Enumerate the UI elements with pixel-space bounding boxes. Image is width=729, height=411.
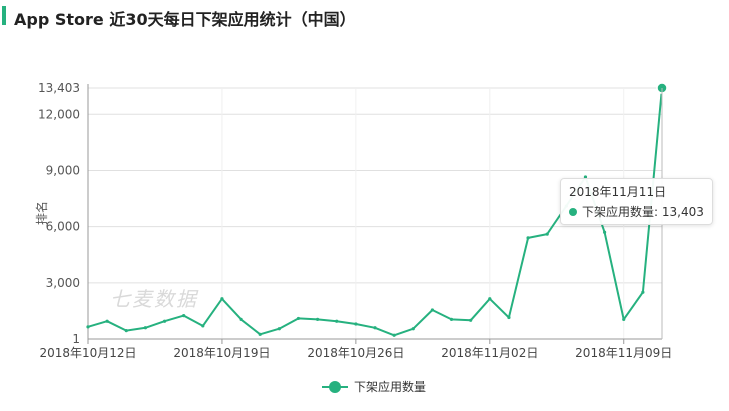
legend-series-swatch: [322, 380, 348, 393]
data-point: [277, 327, 281, 331]
data-point: [411, 327, 415, 331]
data-point: [622, 317, 626, 321]
tooltip-series-label: 下架应用数量: [582, 205, 655, 219]
line-chart[interactable]: 1 3,000 6,000 9,000 12,000 13,403 排名 2018年10月1…: [0, 30, 729, 407]
data-point: [335, 319, 339, 323]
data-point: [449, 317, 454, 321]
x-tick-label: 2018年10月12日: [39, 346, 136, 360]
y-axis: 1 3,000 6,000 9,000 12,000 13,403 排名: [34, 81, 89, 346]
tooltip-date: 2018年11月11日: [569, 185, 667, 199]
data-point: [124, 328, 128, 333]
y-tick-label: 3,000: [46, 276, 80, 290]
data-point: [316, 317, 320, 321]
y-tick-label: 1: [72, 332, 80, 346]
data-point: [641, 290, 645, 294]
watermark: 七麦数据: [110, 287, 198, 311]
chart-title: App Store 近30天每日下架应用统计（中国）: [14, 10, 356, 29]
data-point: [296, 316, 301, 321]
y-tick-label: 6,000: [46, 220, 80, 234]
x-tick-label: 2018年10月26日: [307, 346, 404, 360]
data-point: [354, 322, 358, 326]
y-tick-label: 9,000: [46, 163, 80, 177]
data-point: [220, 297, 224, 301]
data-point: [526, 236, 530, 240]
data-point: [143, 326, 147, 330]
tooltip-colon: :: [654, 204, 662, 219]
tooltip-series-dot: [569, 207, 577, 216]
data-point: [239, 317, 243, 321]
data-point: [182, 314, 186, 318]
y-tick-label: 12,000: [38, 107, 80, 121]
x-tick-label: 2018年11月09日: [575, 346, 672, 360]
y-tick-label: 13,403: [38, 81, 80, 95]
grid-lines: [87, 87, 662, 340]
data-point: [603, 230, 607, 234]
data-point: [392, 333, 396, 337]
data-point: [258, 332, 262, 336]
data-point: [430, 308, 434, 312]
data-point: [373, 326, 377, 330]
chart-legend[interactable]: 下架应用数量: [322, 378, 426, 395]
data-point: [488, 297, 492, 301]
x-tick-label: 2018年11月02日: [441, 346, 538, 360]
data-tooltip: 2018年11月11日 下架应用数量 : 13,403: [560, 178, 713, 225]
data-point: [469, 318, 473, 322]
y-axis-title: 排名: [34, 201, 49, 225]
data-point: [162, 319, 167, 323]
x-axis: 2018年10月12日 2018年10月19日 2018年10月26日 2018年11…: [39, 338, 672, 360]
data-point: [86, 325, 90, 329]
legend-series-label: 下架应用数量: [354, 380, 427, 394]
tooltip-value: 13,403: [661, 204, 704, 219]
chart-area[interactable]: 1 3,000 6,000 9,000 12,000 13,403 排名 2018年10月1…: [0, 30, 729, 407]
data-point: [201, 324, 205, 328]
data-point: [583, 175, 588, 179]
data-point: [105, 319, 109, 323]
title-accent-bar: [2, 6, 6, 25]
chart-header: App Store 近30天每日下架应用统计（中国）: [0, 0, 729, 30]
data-point: [545, 232, 549, 236]
data-point: [507, 315, 511, 320]
x-tick-label: 2018年10月19日: [173, 346, 270, 360]
tooltip-row: 下架应用数量 : 13,403: [569, 203, 704, 220]
